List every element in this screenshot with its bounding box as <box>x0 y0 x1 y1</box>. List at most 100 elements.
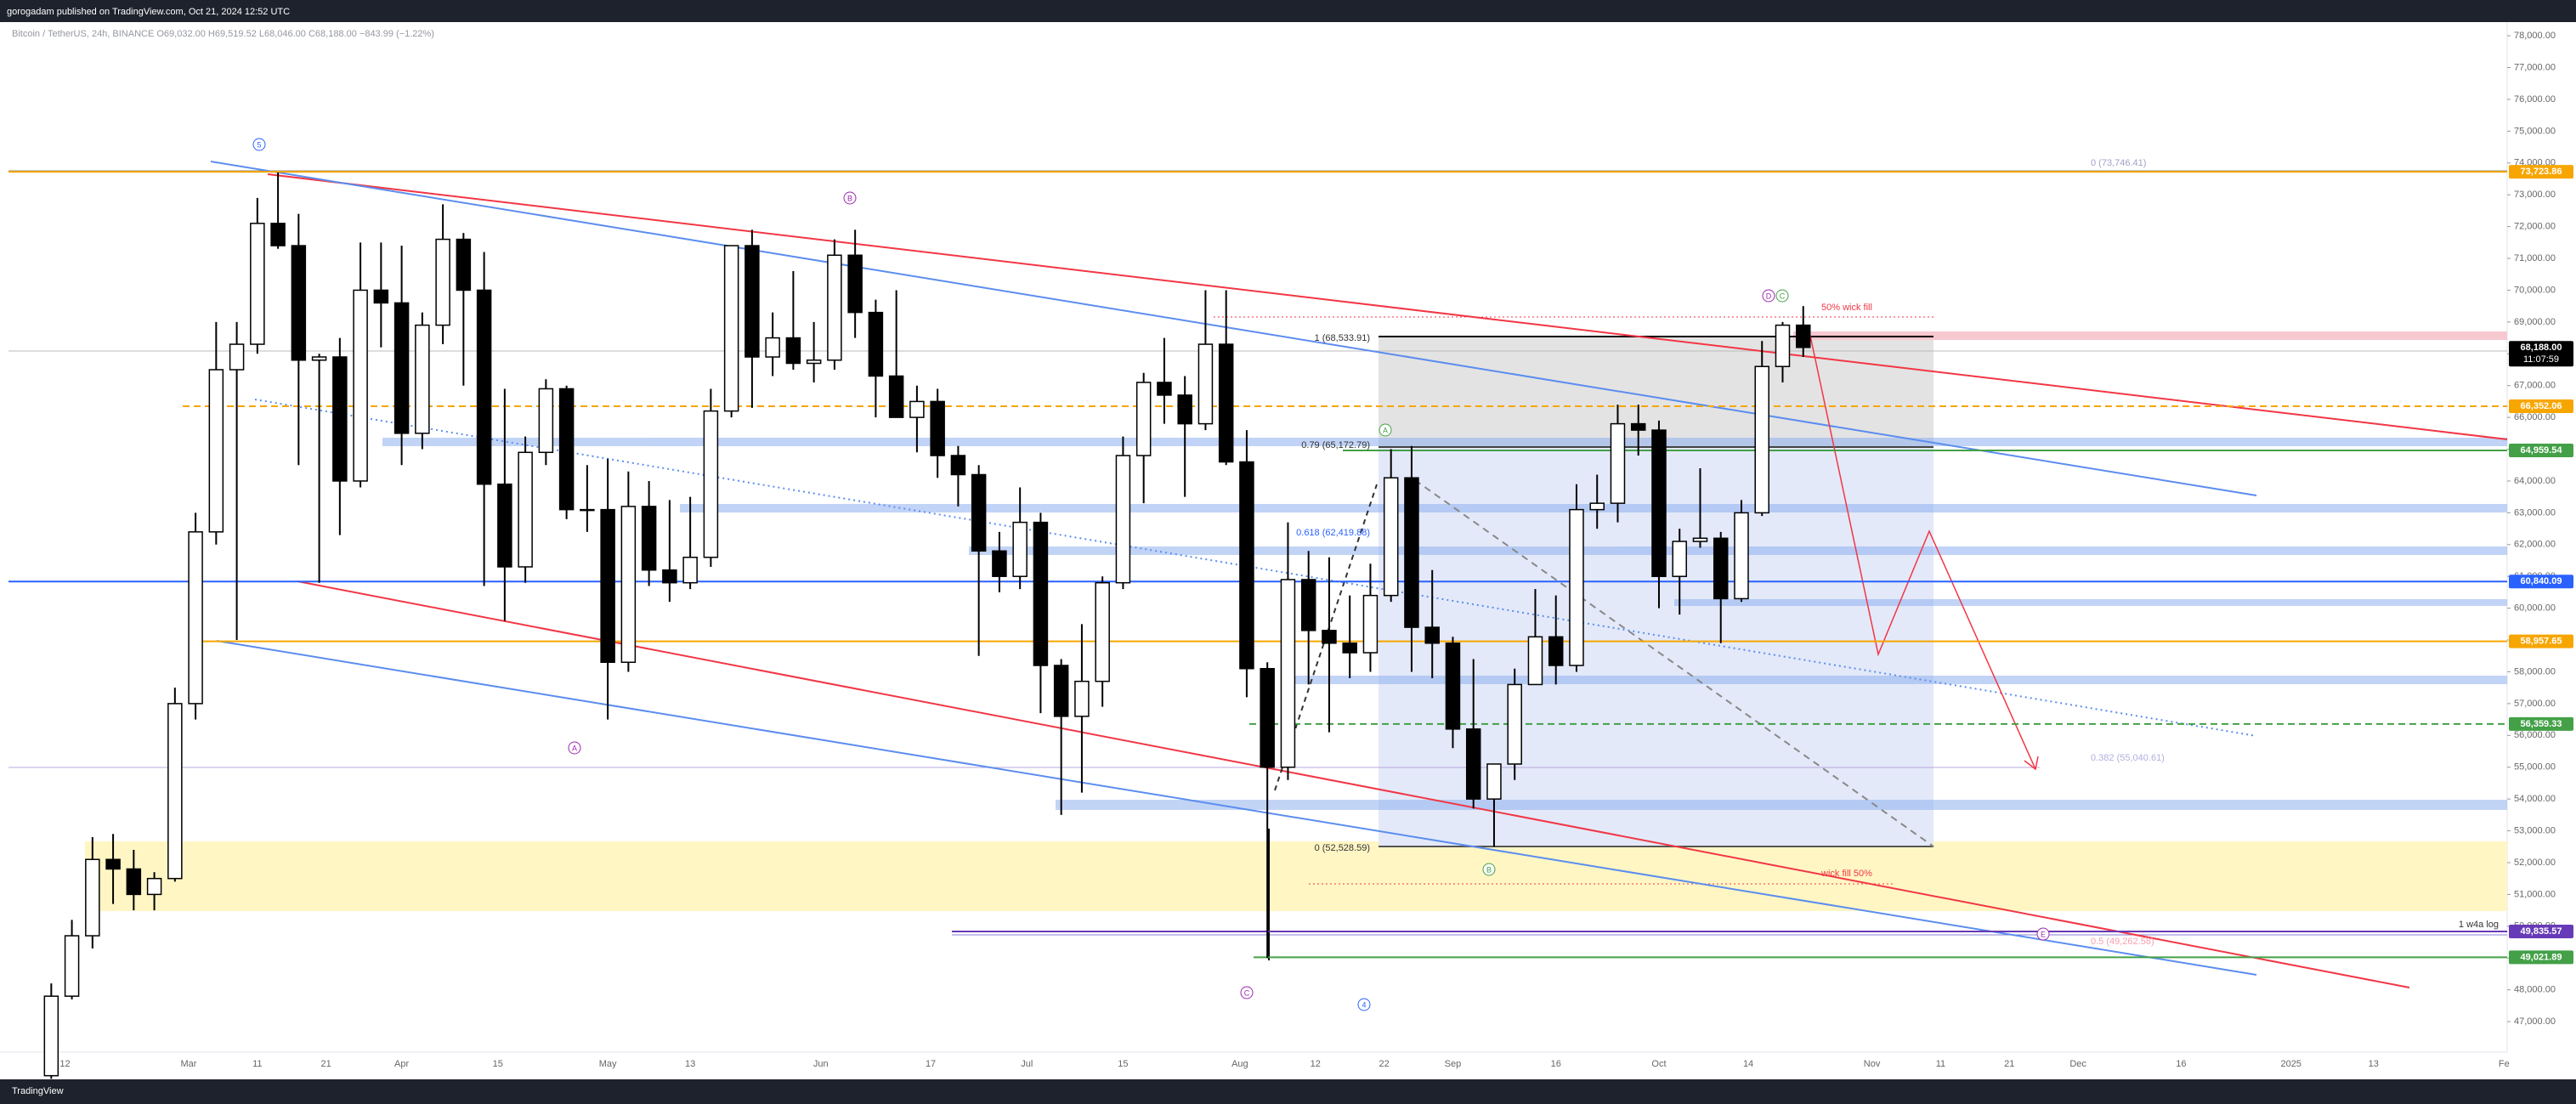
candle-body <box>64 935 80 997</box>
candle-body <box>1115 455 1131 584</box>
candle-body <box>682 557 698 584</box>
trend-line <box>216 640 2257 976</box>
candle-body <box>1610 422 1626 504</box>
price-tag <box>2509 399 2573 413</box>
x-tick-label: 13 <box>685 1059 695 1069</box>
candle-body <box>167 703 183 880</box>
candle-body <box>1012 521 1028 577</box>
wave-label: A <box>1383 426 1388 434</box>
price-tag <box>2509 634 2573 648</box>
x-tick-label: Dec <box>2069 1059 2086 1069</box>
price-tag <box>2509 716 2573 731</box>
wave-circle <box>1357 998 1371 1011</box>
y-tick-label: 66,000.00 <box>2514 412 2556 422</box>
y-tick-label: 70,000.00 <box>2514 285 2556 295</box>
x-tick-label: Nov <box>1864 1059 1881 1069</box>
candle-body <box>415 324 430 434</box>
candle-body <box>518 451 533 568</box>
y-tick-label: 76,000.00 <box>2514 94 2556 105</box>
y-tick-label: 54,000.00 <box>2514 794 2556 804</box>
y-tick-label: 53,000.00 <box>2514 825 2556 835</box>
x-tick-label: 12 <box>59 1059 70 1069</box>
x-tick-label: 2025 <box>2280 1059 2301 1069</box>
y-tick-label: 77,000.00 <box>2514 62 2556 72</box>
x-tick-label: 16 <box>2176 1059 2186 1069</box>
candle-body <box>476 289 492 485</box>
y-tick-label: 57,000.00 <box>2514 699 2556 709</box>
y-tick-label: 64,000.00 <box>2514 476 2556 486</box>
annotation: 0.618 (62,419.88) <box>1296 528 1370 538</box>
wave-label: C <box>1244 988 1250 997</box>
candle-body <box>1775 324 1791 367</box>
candle-body <box>311 356 327 361</box>
x-tick-label: Sep <box>1445 1059 1462 1069</box>
footer-bar <box>0 1079 2576 1104</box>
candle-body <box>1527 636 1543 686</box>
x-tick-label: 15 <box>493 1059 503 1069</box>
price-tag-label: 56,359.33 <box>2521 719 2562 729</box>
trend-line <box>210 161 2257 496</box>
wave-label: C <box>1780 292 1786 300</box>
wave-label: A <box>572 744 577 752</box>
candle-body <box>971 473 987 552</box>
price-tag-label: 49,021.89 <box>2521 952 2562 962</box>
wave-circle <box>2036 927 2050 941</box>
candle-body <box>229 343 245 371</box>
candle-body <box>1260 667 1275 768</box>
y-tick-label: 55,000.00 <box>2514 762 2556 773</box>
x-tick-label: Fe <box>2499 1059 2510 1069</box>
candle-body <box>703 410 719 558</box>
y-tick-label: 47,000.00 <box>2514 1016 2556 1027</box>
candle-body <box>888 375 904 418</box>
x-tick-label: 11 <box>252 1059 262 1069</box>
annotation: 50% wick fill <box>1821 303 1872 313</box>
candle-body <box>1424 626 1440 644</box>
wave-circle <box>1240 986 1254 999</box>
x-tick-label: 14 <box>1743 1059 1753 1069</box>
y-tick-label: 69,000.00 <box>2514 317 2556 327</box>
candle-body <box>1135 382 1152 456</box>
y-tick-label: 56,000.00 <box>2514 730 2556 740</box>
zone-band <box>1288 676 2507 684</box>
candle-body <box>992 550 1007 577</box>
wave-circle <box>1482 863 1496 876</box>
arrow-head <box>2024 756 2039 771</box>
y-tick-label: 78,000.00 <box>2514 31 2556 41</box>
top-bar <box>0 0 2576 22</box>
price-tag-label: 49,835.57 <box>2521 926 2562 937</box>
wave-circle <box>843 191 857 205</box>
trend-line <box>267 173 2508 440</box>
publisher: gorogadam published on TradingView.com, … <box>7 7 290 17</box>
candle-body <box>1651 429 1667 577</box>
zone-band <box>1793 331 2507 340</box>
y-tick-label: 51,000.00 <box>2514 889 2556 899</box>
annotation: 0 (52,528.59) <box>1315 843 1370 853</box>
drawings <box>8 161 2508 988</box>
annotation: 1 (68,533.91) <box>1315 333 1370 343</box>
x-tick-label: 21 <box>2004 1059 2014 1069</box>
candle-body <box>250 223 265 345</box>
annotation: wick fill 50% <box>1820 869 1872 879</box>
footer-logo: TradingView <box>12 1086 64 1096</box>
candle-body <box>785 337 801 365</box>
price-tag <box>2509 341 2573 367</box>
x-tick-label: Mar <box>181 1059 197 1069</box>
candle-body <box>373 289 389 304</box>
price-tag-label: 60,840.09 <box>2521 576 2562 586</box>
candle-body <box>1362 594 1379 654</box>
candle-body <box>208 369 224 533</box>
y-tick-label: 72,000.00 <box>2514 222 2556 232</box>
annotation: 1 w4a log <box>2459 920 2499 930</box>
candle-body <box>1630 422 1646 431</box>
y-tick-label: 58,000.00 <box>2514 666 2556 677</box>
y-tick-label: 62,000.00 <box>2514 540 2556 550</box>
price-tag <box>2509 444 2573 458</box>
price-tag <box>2509 924 2573 938</box>
candle-body <box>1465 728 1481 800</box>
candle-body <box>765 337 780 358</box>
candle-body <box>1322 630 1337 644</box>
zone-band <box>1056 800 2507 810</box>
candle-body <box>1342 643 1357 654</box>
candle-body <box>744 245 760 358</box>
